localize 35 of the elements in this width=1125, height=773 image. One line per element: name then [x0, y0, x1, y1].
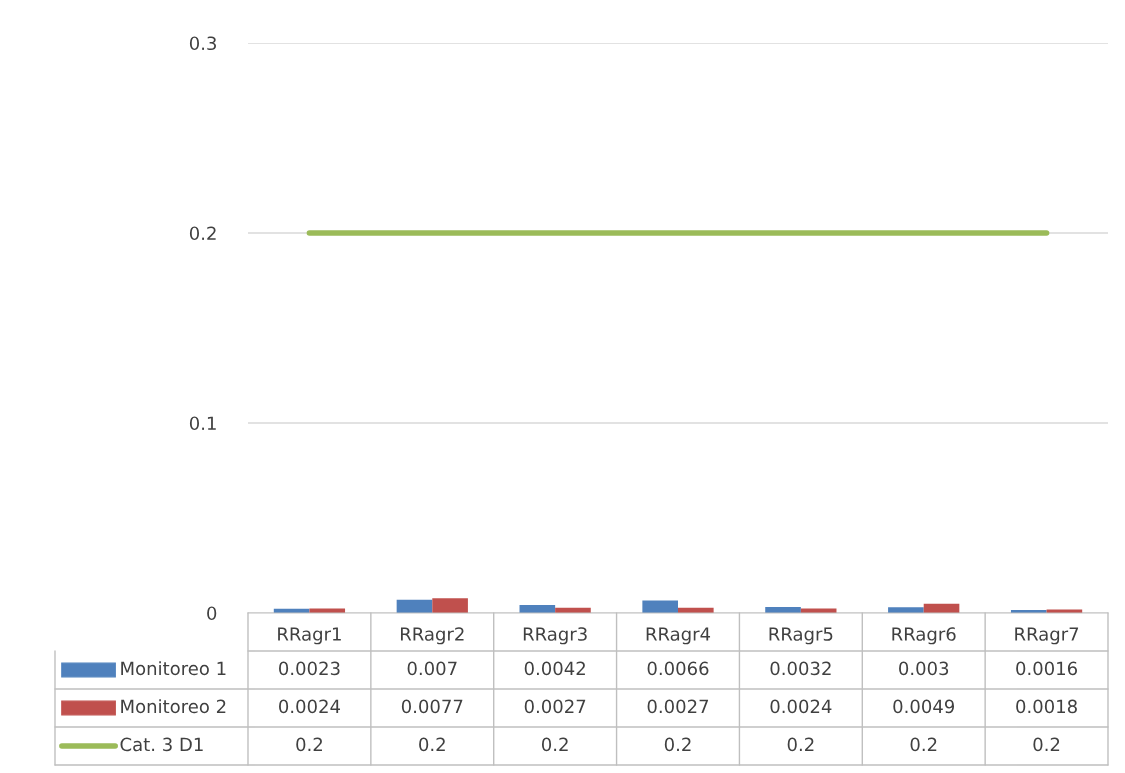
x-tick-label: RRagr3 [523, 627, 587, 645]
x-tick-label: RRagr1 [278, 627, 341, 645]
x-tick-label: RRagr2 [401, 627, 464, 645]
data-label: 0.0027 [647, 699, 709, 714]
x-tick-label: RRagr7 [1015, 627, 1079, 645]
data-label: 0.0049 [893, 699, 955, 714]
data-label: 0.0024 [770, 699, 832, 714]
y-tick-label: 0.1 [189, 416, 216, 431]
y-tick-label: 0 [207, 606, 217, 621]
data-label: 0.003 [899, 661, 949, 676]
data-label: 0.2 [664, 737, 691, 752]
data-label: 0.2 [1033, 737, 1060, 752]
legend-label: Monitoreo 1 [121, 661, 226, 676]
data-label: 0.0018 [1016, 699, 1077, 714]
data-label: 0.0016 [1016, 661, 1078, 676]
data-label: 0.0027 [524, 699, 586, 714]
data-label: 0.0077 [401, 699, 463, 714]
x-tick-label: RRagr4 [646, 627, 711, 645]
x-tick-label: RRagr6 [892, 627, 956, 645]
data-label: 0.0066 [647, 661, 709, 676]
data-label: 0.2 [787, 737, 814, 752]
data-label: 0.0023 [279, 661, 340, 676]
data-label: 0.0042 [524, 661, 585, 676]
legend-label: Monitoreo 2 [121, 699, 226, 714]
x-tick-label: RRagr5 [769, 627, 833, 645]
legend-label: Cat. 3 D1 [120, 737, 203, 752]
y-tick-label: 0.3 [189, 36, 216, 51]
data-label: 0.0032 [770, 661, 831, 676]
data-label: 0.2 [910, 737, 937, 752]
data-label: 0.2 [541, 737, 568, 752]
data-label: 0.2 [296, 737, 322, 752]
y-tick-label: 0.2 [189, 226, 216, 241]
data-label: 0.2 [419, 737, 445, 752]
data-label: 0.007 [407, 661, 457, 676]
data-label: 0.0024 [279, 699, 340, 714]
